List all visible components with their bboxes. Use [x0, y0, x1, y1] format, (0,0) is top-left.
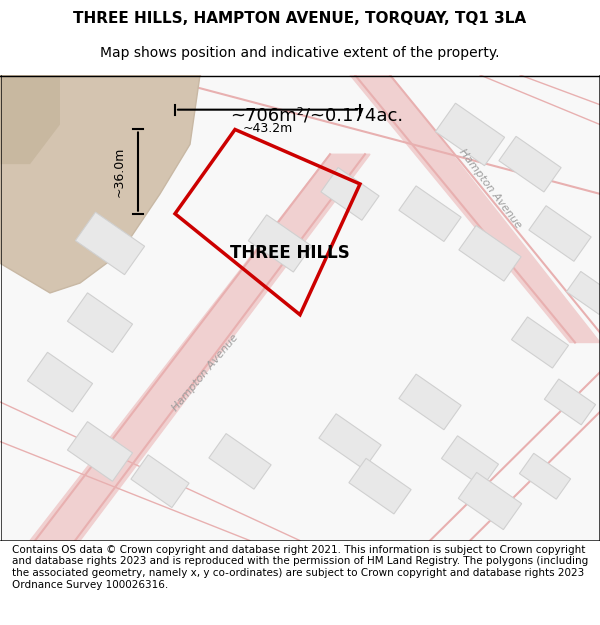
- Polygon shape: [458, 472, 522, 529]
- Polygon shape: [76, 212, 145, 274]
- Polygon shape: [499, 136, 561, 192]
- Polygon shape: [436, 103, 505, 166]
- Text: Hampton Avenue: Hampton Avenue: [170, 332, 240, 412]
- Polygon shape: [321, 168, 379, 220]
- Text: THREE HILLS: THREE HILLS: [230, 244, 350, 262]
- Polygon shape: [511, 317, 569, 368]
- Polygon shape: [30, 154, 370, 541]
- Polygon shape: [459, 226, 521, 281]
- Polygon shape: [319, 414, 381, 469]
- Text: THREE HILLS, HAMPTON AVENUE, TORQUAY, TQ1 3LA: THREE HILLS, HAMPTON AVENUE, TORQUAY, TQ…: [73, 11, 527, 26]
- Polygon shape: [0, 75, 60, 164]
- Text: ~43.2m: ~43.2m: [242, 121, 293, 134]
- Polygon shape: [0, 75, 200, 293]
- Polygon shape: [350, 75, 600, 343]
- Polygon shape: [544, 379, 596, 425]
- Text: Map shows position and indicative extent of the property.: Map shows position and indicative extent…: [100, 46, 500, 59]
- Polygon shape: [442, 436, 499, 487]
- Text: ~706m²/~0.174ac.: ~706m²/~0.174ac.: [230, 106, 403, 124]
- Text: Contains OS data © Crown copyright and database right 2021. This information is : Contains OS data © Crown copyright and d…: [12, 545, 588, 589]
- Polygon shape: [131, 455, 189, 508]
- Polygon shape: [67, 293, 133, 352]
- Polygon shape: [349, 458, 411, 514]
- Polygon shape: [566, 271, 600, 314]
- Polygon shape: [399, 374, 461, 430]
- Polygon shape: [28, 352, 92, 412]
- Polygon shape: [248, 215, 312, 272]
- Polygon shape: [529, 206, 591, 261]
- Polygon shape: [520, 453, 571, 499]
- Polygon shape: [67, 422, 133, 481]
- Text: Hampton Avenue: Hampton Avenue: [457, 148, 523, 231]
- Polygon shape: [209, 434, 271, 489]
- Text: ~36.0m: ~36.0m: [113, 146, 126, 197]
- Polygon shape: [399, 186, 461, 241]
